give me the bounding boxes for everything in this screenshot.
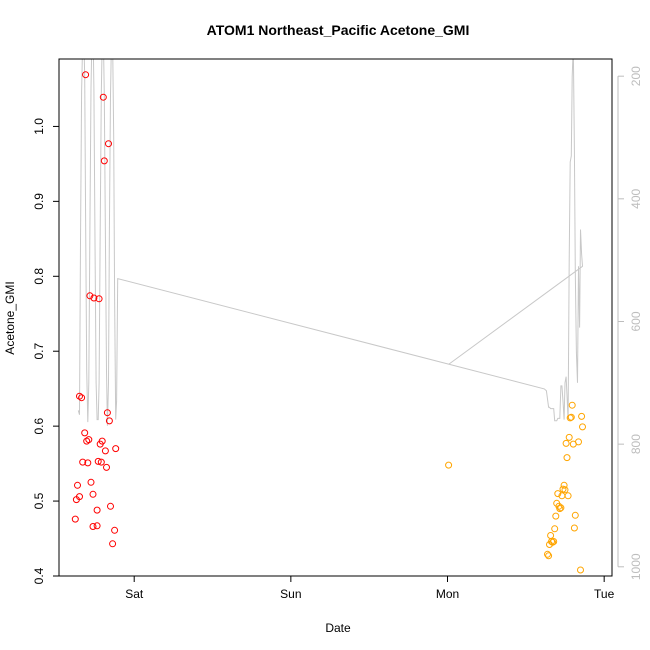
data-point-series-2-24 <box>566 414 574 422</box>
data-point-series-2-30 <box>575 438 582 446</box>
data-point-series-2-6 <box>548 538 555 545</box>
data-point-series-1-18 <box>93 522 101 530</box>
data-point-series-2-15 <box>557 504 565 512</box>
data-point-series-1-8 <box>81 429 89 437</box>
y-tick-label-0.7: 0.7 <box>32 343 46 360</box>
data-point-series-2-20 <box>562 439 570 447</box>
data-point-series-1-14 <box>87 478 95 486</box>
y2-tick-label-600: 600 <box>629 311 643 331</box>
data-point-series-2-23 <box>565 433 573 441</box>
data-point-series-1-13 <box>86 292 94 300</box>
pressure-line <box>77 59 584 426</box>
y-tick-label-1: 1.0 <box>32 118 46 135</box>
data-point-series-1-11 <box>84 459 92 467</box>
y2-tick-label-200: 200 <box>629 66 643 86</box>
data-point-series-2-28 <box>570 524 578 532</box>
data-point-series-1-20 <box>94 457 102 465</box>
y2-tick-label-400: 400 <box>629 188 643 208</box>
data-point-series-1-24 <box>98 437 106 445</box>
y-tick-label-0.5: 0.5 <box>32 492 46 509</box>
data-point-series-2-12 <box>554 490 562 498</box>
data-point-series-2-3 <box>545 552 553 560</box>
x-tick-label-mon: Mon <box>436 587 459 601</box>
data-point-series-1-23 <box>97 458 105 466</box>
data-point-series-1-35 <box>112 445 120 453</box>
plot-area: Sat Sun Mon Tue 0.4 0.5 0.6 0.7 0.8 0.9 1.0 200 400 6… <box>32 58 643 601</box>
data-point-series-2-1 <box>445 461 453 469</box>
y-tick-label-0.4: 0.4 <box>32 567 46 584</box>
data-point-series-2-9 <box>551 525 559 533</box>
data-point-series-1-32 <box>107 502 114 510</box>
y-tick-label-0.8: 0.8 <box>32 268 46 285</box>
data-point-series-2-18 <box>560 481 568 489</box>
data-point-series-1-9 <box>82 71 90 79</box>
y2-tick-label-1000: 1000 <box>629 553 643 580</box>
x-tick-label-tue: Tue <box>594 587 615 601</box>
data-point-series-2-33 <box>579 423 586 431</box>
data-point-series-2-7 <box>549 538 557 546</box>
chart-title: ATOM1 Northeast_Pacific Acetone_GMI <box>207 22 470 38</box>
data-point-series-2-25 <box>567 413 575 421</box>
data-point-series-1-28 <box>103 463 110 471</box>
data-point-series-2-29 <box>571 511 579 519</box>
data-point-series-1-21 <box>95 295 103 303</box>
data-point-series-2-8 <box>550 538 558 545</box>
x-tick-label-sat: Sat <box>125 587 144 601</box>
data-point-series-1-31 <box>105 417 113 425</box>
data-point-series-1-30 <box>105 140 112 148</box>
data-point-series-1-10 <box>83 437 91 445</box>
data-point-series-2-31 <box>577 566 584 574</box>
data-point-series-2-22 <box>564 492 572 500</box>
data-point-series-2-2 <box>544 550 551 558</box>
data-point-series-2-32 <box>578 412 586 420</box>
data-point-series-1-26 <box>100 157 108 165</box>
data-point-series-1-19 <box>93 506 101 514</box>
y2-tick-label-800: 800 <box>629 434 643 454</box>
data-point-series-1-7 <box>79 458 87 466</box>
data-point-series-1-6 <box>78 394 86 402</box>
data-point-series-1-17 <box>90 294 98 302</box>
plot-frame <box>58 58 613 577</box>
data-point-series-1-34 <box>111 526 119 534</box>
data-point-series-1-29 <box>103 409 111 417</box>
data-point-series-1-16 <box>89 490 97 498</box>
data-point-series-2-14 <box>556 505 564 513</box>
data-point-series-2-10 <box>552 512 560 520</box>
x-axis-title: Date <box>325 621 351 635</box>
data-point-series-1-3 <box>74 481 81 489</box>
data-point-series-1-4 <box>76 493 83 501</box>
data-point-series-1-33 <box>109 540 117 548</box>
y-tick-label-0.9: 0.9 <box>32 193 46 210</box>
data-point-series-1-25 <box>99 93 107 101</box>
data-point-series-1-27 <box>101 447 109 455</box>
data-point-series-2-26 <box>568 401 576 409</box>
data-point-series-2-21 <box>563 454 571 462</box>
data-point-series-1-1 <box>71 515 79 523</box>
data-point-series-2-5 <box>547 532 555 539</box>
data-point-series-1-15 <box>89 523 97 530</box>
data-point-series-1-5 <box>76 392 83 400</box>
x-tick-label-sun: Sun <box>280 587 301 601</box>
data-point-series-1-12 <box>85 436 93 444</box>
data-point-series-2-19 <box>561 486 569 494</box>
y-axis-title: Acetone_GMI <box>3 281 17 354</box>
y-tick-label-0.6: 0.6 <box>32 417 46 434</box>
